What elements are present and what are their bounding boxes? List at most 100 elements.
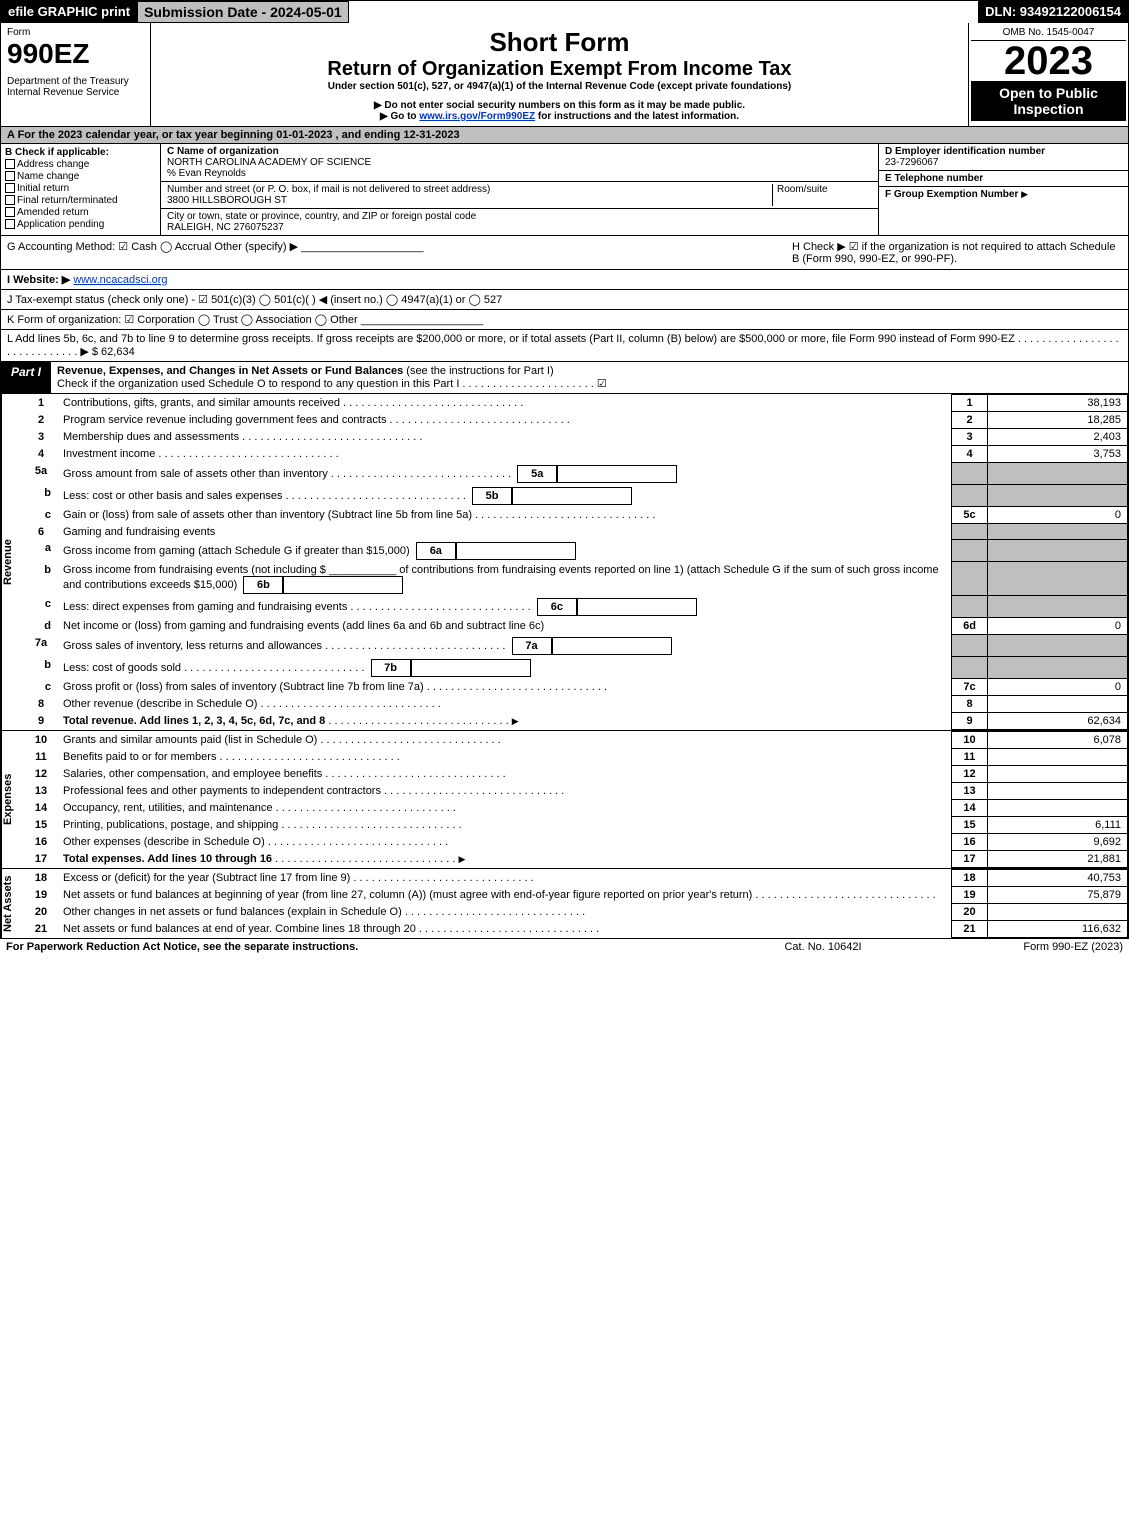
title-mid: Short Form Return of Organization Exempt… (151, 23, 968, 126)
revenue-section: Revenue 1Contributions, gifts, grants, a… (1, 394, 1128, 731)
box-b: B Check if applicable: Address change Na… (1, 144, 161, 235)
line-6d: dNet income or (loss) from gaming and fu… (23, 618, 1128, 635)
sub3-post: for instructions and the latest informat… (535, 111, 739, 122)
dln-label: DLN: 93492122006154 (978, 1, 1128, 23)
ein-value: 23-7296067 (885, 157, 938, 168)
year-column: OMB No. 1545-0047 2023 Open to Public In… (968, 23, 1128, 126)
irs-link[interactable]: www.irs.gov/Form990EZ (419, 111, 535, 122)
chk-pending[interactable]: Application pending (5, 219, 156, 230)
chk-name-label: Name change (17, 171, 79, 182)
line-12: 12Salaries, other compensation, and empl… (23, 766, 1128, 783)
street-label: Number and street (or P. O. box, if mail… (167, 184, 490, 195)
line-2: 2Program service revenue including gover… (23, 412, 1128, 429)
box-bc: B Check if applicable: Address change Na… (1, 144, 1128, 236)
expenses-vlabel: Expenses (1, 731, 23, 868)
line-6b: bGross income from fundraising events (n… (23, 562, 1128, 596)
line-7b: bLess: cost of goods sold 7b (23, 657, 1128, 679)
line-5b: bLess: cost or other basis and sales exp… (23, 485, 1128, 507)
chk-name[interactable]: Name change (5, 171, 156, 182)
room-label: Room/suite (772, 184, 872, 206)
line-20: 20Other changes in net assets or fund ba… (23, 904, 1128, 921)
efile-label: efile GRAPHIC print (1, 1, 137, 23)
care-of: % Evan Reynolds (167, 168, 246, 179)
line-15: 15Printing, publications, postage, and s… (23, 817, 1128, 834)
box-de: D Employer identification number 23-7296… (878, 144, 1128, 235)
line-6a: aGross income from gaming (attach Schedu… (23, 540, 1128, 562)
ein-label: D Employer identification number (885, 146, 1045, 157)
box-b-header: B Check if applicable: (5, 147, 156, 158)
chk-amended[interactable]: Amended return (5, 207, 156, 218)
row-l: L Add lines 5b, 6c, and 7b to line 9 to … (1, 330, 1128, 362)
line-13: 13Professional fees and other payments t… (23, 783, 1128, 800)
group-arrow: ▶ (1021, 189, 1028, 199)
part-i-paren: (see the instructions for Part I) (406, 365, 553, 377)
form-page: efile GRAPHIC print Submission Date - 20… (0, 0, 1129, 939)
open-public: Open to Public Inspection (971, 81, 1126, 121)
row-j: J Tax-exempt status (check only one) - ☑… (1, 290, 1128, 310)
line-17: 17Total expenses. Add lines 10 through 1… (23, 851, 1128, 868)
line-10: 10Grants and similar amounts paid (list … (23, 732, 1128, 749)
submission-date: Submission Date - 2024-05-01 (137, 1, 349, 23)
chk-amended-label: Amended return (17, 207, 89, 218)
row-i: I Website: ▶ www.ncacadsci.org (1, 270, 1128, 290)
line-19: 19Net assets or fund balances at beginni… (23, 887, 1128, 904)
form-word: Form (7, 27, 144, 38)
org-name: NORTH CAROLINA ACADEMY OF SCIENCE (167, 157, 371, 168)
city-row: City or town, state or province, country… (161, 209, 878, 235)
chk-final[interactable]: Final return/terminated (5, 195, 156, 206)
city-value: RALEIGH, NC 276075237 (167, 222, 284, 233)
main-title: Return of Organization Exempt From Incom… (155, 58, 964, 81)
row-k: K Form of organization: ☑ Corporation ◯ … (1, 310, 1128, 330)
footer: For Paperwork Reduction Act Notice, see … (0, 939, 1129, 955)
short-form-title: Short Form (155, 27, 964, 58)
revenue-table: 1Contributions, gifts, grants, and simil… (23, 394, 1128, 730)
line-16: 16Other expenses (describe in Schedule O… (23, 834, 1128, 851)
chk-address-label: Address change (17, 159, 89, 170)
part-i-title-text: Revenue, Expenses, and Changes in Net As… (57, 365, 403, 377)
subtitle-2: ▶ Do not enter social security numbers o… (155, 100, 964, 111)
header-bar: efile GRAPHIC print Submission Date - 20… (1, 1, 1128, 23)
line-5a: 5aGross amount from sale of assets other… (23, 463, 1128, 485)
sub3-pre: ▶ Go to (380, 111, 419, 122)
footer-left: For Paperwork Reduction Act Notice, see … (6, 941, 723, 953)
box-c: C Name of organization NORTH CAROLINA AC… (161, 144, 878, 235)
tax-year: 2023 (971, 41, 1126, 81)
expenses-section: Expenses 10Grants and similar amounts pa… (1, 731, 1128, 869)
org-name-row: C Name of organization NORTH CAROLINA AC… (161, 144, 878, 182)
chk-initial[interactable]: Initial return (5, 183, 156, 194)
line-7c: cGross profit or (loss) from sales of in… (23, 679, 1128, 696)
line-14: 14Occupancy, rent, utilities, and mainte… (23, 800, 1128, 817)
line-5c: cGain or (loss) from sale of assets othe… (23, 507, 1128, 524)
box-c-label: C Name of organization (167, 146, 279, 157)
row-gh: G Accounting Method: ☑ Cash ◯ Accrual Ot… (1, 236, 1128, 270)
subtitle-3: ▶ Go to www.irs.gov/Form990EZ for instru… (155, 111, 964, 122)
expenses-table: 10Grants and similar amounts paid (list … (23, 731, 1128, 868)
website-link[interactable]: www.ncacadsci.org (73, 274, 167, 286)
line-6c: cLess: direct expenses from gaming and f… (23, 596, 1128, 618)
box-e: E Telephone number (879, 171, 1128, 187)
chk-initial-label: Initial return (17, 183, 69, 194)
chk-pending-label: Application pending (17, 219, 104, 230)
row-a: A For the 2023 calendar year, or tax yea… (1, 127, 1128, 144)
group-label: F Group Exemption Number (885, 189, 1018, 200)
title-row: Form 990EZ Department of the Treasury In… (1, 23, 1128, 127)
row-g: G Accounting Method: ☑ Cash ◯ Accrual Ot… (7, 240, 792, 265)
line-8: 8Other revenue (describe in Schedule O)8 (23, 696, 1128, 713)
form-column: Form 990EZ Department of the Treasury In… (1, 23, 151, 126)
part-i-header: Part I Revenue, Expenses, and Changes in… (1, 362, 1128, 394)
subtitle-1: Under section 501(c), 527, or 4947(a)(1)… (155, 81, 964, 92)
netassets-vlabel: Net Assets (1, 869, 23, 938)
footer-center: Cat. No. 10642I (723, 941, 923, 953)
form-number: 990EZ (7, 38, 144, 70)
part-i-title: Revenue, Expenses, and Changes in Net As… (51, 362, 1128, 393)
street-row: Number and street (or P. O. box, if mail… (161, 182, 878, 209)
line-11: 11Benefits paid to or for members11 (23, 749, 1128, 766)
line-6: 6Gaming and fundraising events (23, 524, 1128, 540)
line-21: 21Net assets or fund balances at end of … (23, 921, 1128, 938)
part-i-tab: Part I (1, 362, 51, 393)
row-h: H Check ▶ ☑ if the organization is not r… (792, 240, 1122, 265)
netassets-section: Net Assets 18Excess or (deficit) for the… (1, 869, 1128, 938)
footer-right: Form 990-EZ (2023) (923, 941, 1123, 953)
chk-address[interactable]: Address change (5, 159, 156, 170)
line-1: 1Contributions, gifts, grants, and simil… (23, 395, 1128, 412)
